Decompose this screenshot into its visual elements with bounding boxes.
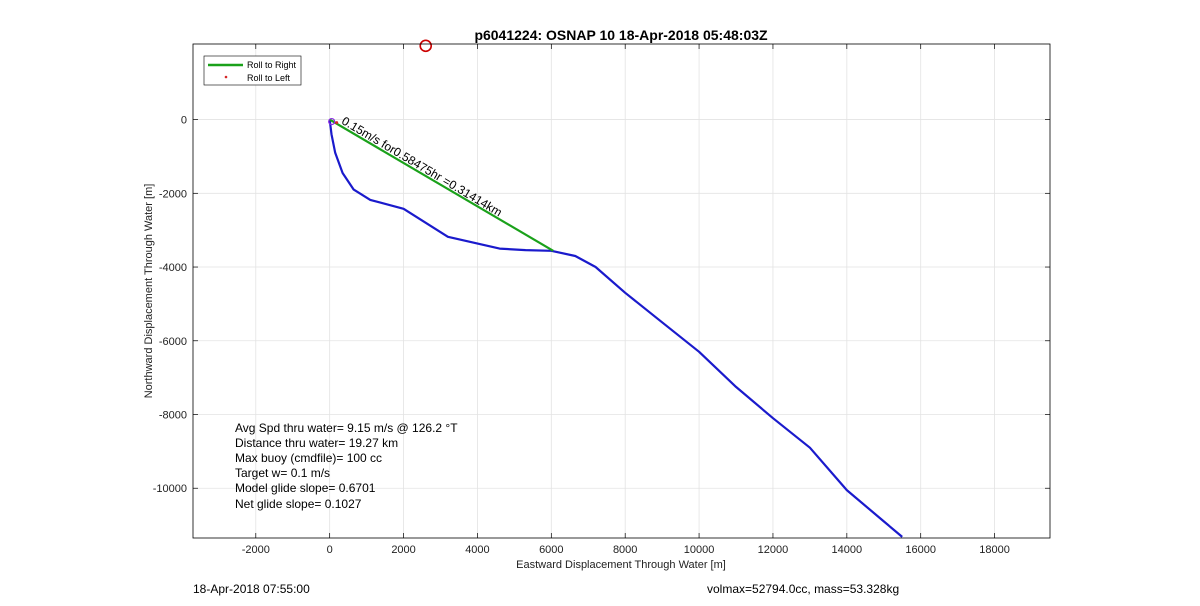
y-tick-label: -8000 — [159, 410, 187, 422]
series-track-line — [328, 119, 903, 538]
stat-line: Avg Spd thru water= 9.15 m/s @ 126.2 °T — [235, 421, 458, 435]
footer-timestamp: 18-Apr-2018 07:55:00 — [193, 582, 310, 596]
x-tick-label: 6000 — [539, 544, 563, 556]
y-tick-label: -2000 — [159, 188, 187, 200]
y-tick-label: 0 — [181, 115, 187, 127]
red-circle-marker — [419, 39, 433, 53]
start-marker — [328, 117, 336, 126]
legend-box — [203, 55, 302, 86]
legend-label-roll-right: Roll to Right — [247, 60, 297, 70]
y-tick-label: -10000 — [153, 483, 187, 495]
x-tick-label: 4000 — [465, 544, 489, 556]
x-tick-label: 2000 — [391, 544, 415, 556]
x-tick-label: 14000 — [832, 544, 863, 556]
series-roll-right-line — [329, 118, 554, 252]
y-axis-label: Northward Displacement Through Water [m] — [143, 184, 155, 399]
x-tick-label: 0 — [327, 544, 333, 556]
stat-line: Distance thru water= 19.27 km — [235, 436, 398, 450]
legend-label-roll-left: Roll to Left — [247, 73, 291, 83]
grid — [193, 44, 1050, 538]
x-axis-label: Eastward Displacement Through Water [m] — [516, 559, 726, 571]
legend-marker-roll-left — [224, 75, 228, 79]
stat-line: Net glide slope= 0.1027 — [235, 497, 362, 511]
axes-box — [192, 43, 1051, 539]
x-tick-label: 18000 — [979, 544, 1010, 556]
stat-line: Model glide slope= 0.6701 — [235, 481, 376, 495]
y-tick-label: -6000 — [159, 336, 187, 348]
footer-mass-info: volmax=52794.0cc, mass=53.328kg — [707, 582, 899, 596]
roll-left-point — [335, 121, 339, 125]
stats-block: Avg Spd thru water= 9.15 m/s @ 126.2 °T … — [235, 421, 458, 511]
x-tick-label: 10000 — [684, 544, 715, 556]
x-tick-label: 8000 — [613, 544, 637, 556]
stat-line: Max buoy (cmdfile)= 100 cc — [235, 451, 382, 465]
y-tick-label: -4000 — [159, 262, 187, 274]
x-tick-label: 12000 — [758, 544, 789, 556]
stat-line: Target w= 0.1 m/s — [235, 466, 330, 480]
legend: Roll to Right Roll to Left — [203, 55, 302, 86]
chart-title: p6041224: OSNAP 10 18-Apr-2018 05:48:03Z — [474, 27, 768, 43]
x-tick-label: -2000 — [242, 544, 270, 556]
x-tick-label: 16000 — [905, 544, 936, 556]
ticks: -2000 0 2000 4000 6000 8000 10000 12000 14000 160… — [153, 44, 1050, 556]
